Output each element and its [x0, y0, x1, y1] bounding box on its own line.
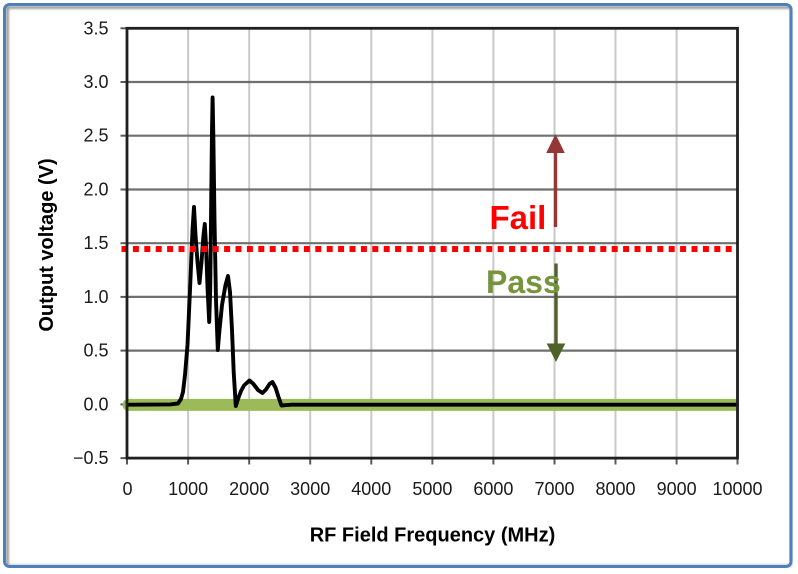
svg-text:8000: 8000 [595, 479, 635, 499]
svg-text:Pass: Pass [486, 264, 561, 300]
svg-text:7000: 7000 [534, 479, 574, 499]
svg-text:3.5: 3.5 [83, 18, 108, 38]
svg-text:1.0: 1.0 [83, 287, 108, 307]
svg-text:Output voltage (V): Output voltage (V) [36, 158, 58, 331]
svg-text:0.0: 0.0 [83, 394, 108, 414]
svg-text:0: 0 [122, 479, 132, 499]
svg-text:3.0: 3.0 [83, 72, 108, 92]
svg-text:4000: 4000 [351, 479, 391, 499]
svg-text:5000: 5000 [412, 479, 452, 499]
svg-text:10000: 10000 [712, 479, 762, 499]
svg-text:1000: 1000 [168, 479, 208, 499]
svg-text:RF Field Frequency (MHz): RF Field Frequency (MHz) [310, 525, 556, 547]
svg-text:3000: 3000 [290, 479, 330, 499]
svg-text:6000: 6000 [473, 479, 513, 499]
svg-text:0.5: 0.5 [83, 341, 108, 361]
svg-text:2.0: 2.0 [83, 180, 108, 200]
svg-text:Fail: Fail [490, 199, 547, 236]
svg-text:−0.5: −0.5 [73, 448, 109, 468]
svg-text:1.5: 1.5 [83, 233, 108, 253]
svg-text:9000: 9000 [657, 479, 697, 499]
svg-text:2000: 2000 [229, 479, 269, 499]
svg-text:2.5: 2.5 [83, 126, 108, 146]
